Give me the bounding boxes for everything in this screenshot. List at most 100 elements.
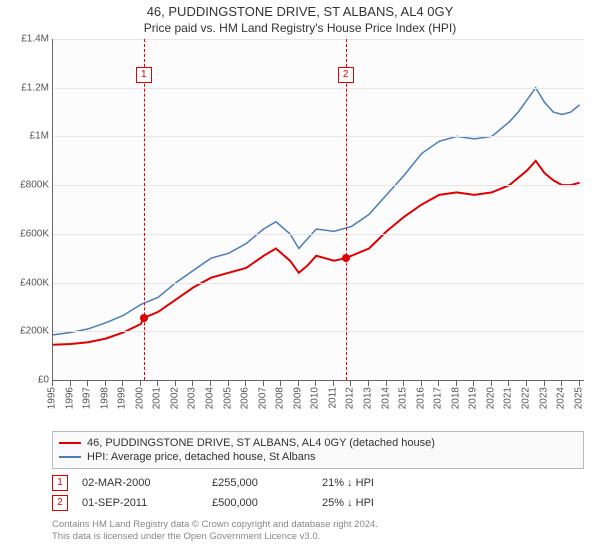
x-tick-mark: [368, 381, 369, 386]
transaction-marker-badge: 1: [52, 475, 68, 491]
transaction-price: £500,000: [212, 497, 322, 509]
transaction-price: £255,000: [212, 477, 322, 489]
x-tick-mark: [122, 381, 123, 386]
legend-swatch: [59, 456, 81, 458]
event-marker-line: [144, 39, 145, 380]
x-axis-label: 2018: [450, 387, 461, 409]
transaction-marker-badge: 2: [52, 495, 68, 511]
x-axis-label: 2008: [275, 387, 286, 409]
x-tick-mark: [315, 381, 316, 386]
transaction-date: 01-SEP-2011: [82, 497, 212, 509]
x-axis-label: 2001: [152, 387, 163, 409]
x-axis-label: 2016: [415, 387, 426, 409]
x-tick-mark: [333, 381, 334, 386]
legend-item: HPI: Average price, detached house, St A…: [59, 450, 577, 464]
x-tick-mark: [280, 381, 281, 386]
x-axis-label: 2014: [380, 387, 391, 409]
event-marker-line: [346, 39, 347, 380]
y-axis-label: £200K: [20, 326, 53, 337]
x-tick-mark: [263, 381, 264, 386]
x-tick-mark: [157, 381, 158, 386]
x-axis-label: 2024: [556, 387, 567, 409]
event-marker-badge: 1: [136, 67, 152, 83]
y-axis-label: £600K: [20, 228, 53, 239]
x-axis-label: 2011: [327, 387, 338, 409]
x-tick-mark: [456, 381, 457, 386]
chart-gridline: [53, 39, 584, 40]
x-tick-mark: [105, 381, 106, 386]
series-line-hpi: [53, 88, 580, 335]
x-axis-label: 2002: [169, 387, 180, 409]
y-axis-label: £0: [38, 375, 53, 386]
chart-gridline: [53, 234, 584, 235]
legend-swatch: [59, 442, 81, 444]
page-title: 46, PUDDINGSTONE DRIVE, ST ALBANS, AL4 0…: [0, 0, 600, 19]
x-axis-label: 2017: [433, 387, 444, 409]
x-tick-mark: [140, 381, 141, 386]
legend-label: HPI: Average price, detached house, St A…: [87, 451, 316, 463]
x-tick-mark: [298, 381, 299, 386]
x-axis-label: 2005: [222, 387, 233, 409]
x-axis-label: 1995: [47, 387, 58, 409]
chart-gridline: [53, 136, 584, 137]
x-tick-mark: [561, 381, 562, 386]
x-tick-mark: [491, 381, 492, 386]
x-axis-label: 2012: [345, 387, 356, 409]
x-tick-mark: [403, 381, 404, 386]
legend-item: 46, PUDDINGSTONE DRIVE, ST ALBANS, AL4 0…: [59, 436, 577, 450]
transactions-table: 1 02-MAR-2000 £255,000 21% ↓ HPI 2 01-SE…: [52, 473, 584, 513]
x-tick-mark: [579, 381, 580, 386]
x-axis-label: 2006: [240, 387, 251, 409]
x-tick-mark: [386, 381, 387, 386]
y-axis-label: £1.4M: [21, 34, 53, 45]
x-tick-mark: [421, 381, 422, 386]
chart-x-axis: 1995199619971998199920002001200220032004…: [52, 381, 584, 425]
chart-lines-svg: [53, 39, 584, 380]
x-axis-label: 2004: [204, 387, 215, 409]
chart-gridline: [53, 283, 584, 284]
x-axis-label: 2015: [398, 387, 409, 409]
series-line-property: [53, 161, 580, 345]
y-axis-label: £400K: [20, 277, 53, 288]
x-tick-mark: [473, 381, 474, 386]
chart-gridline: [53, 88, 584, 89]
x-axis-label: 2025: [573, 387, 584, 409]
chart-gridline: [53, 185, 584, 186]
x-axis-label: 1997: [82, 387, 93, 409]
x-axis-label: 1996: [64, 387, 75, 409]
x-tick-mark: [544, 381, 545, 386]
x-tick-mark: [245, 381, 246, 386]
event-marker-dot: [342, 254, 350, 262]
x-axis-label: 2020: [485, 387, 496, 409]
page-subtitle: Price paid vs. HM Land Registry's House …: [0, 19, 600, 39]
x-axis-label: 2010: [310, 387, 321, 409]
x-tick-mark: [192, 381, 193, 386]
x-axis-label: 2019: [468, 387, 479, 409]
footer-line: Contains HM Land Registry data © Crown c…: [52, 519, 584, 531]
x-tick-mark: [228, 381, 229, 386]
x-axis-label: 1998: [99, 387, 110, 409]
legend-box: 46, PUDDINGSTONE DRIVE, ST ALBANS, AL4 0…: [52, 431, 584, 469]
x-tick-mark: [52, 381, 53, 386]
x-tick-mark: [508, 381, 509, 386]
table-row: 1 02-MAR-2000 £255,000 21% ↓ HPI: [52, 473, 584, 493]
x-axis-label: 2000: [134, 387, 145, 409]
x-tick-mark: [70, 381, 71, 386]
chart-container: 46, PUDDINGSTONE DRIVE, ST ALBANS, AL4 0…: [0, 0, 600, 560]
event-marker-dot: [140, 314, 148, 322]
x-tick-mark: [526, 381, 527, 386]
x-tick-mark: [438, 381, 439, 386]
transaction-delta: 21% ↓ HPI: [322, 477, 442, 489]
x-axis-label: 2023: [538, 387, 549, 409]
x-axis-label: 1999: [117, 387, 128, 409]
y-axis-label: £800K: [20, 180, 53, 191]
x-axis-label: 2013: [362, 387, 373, 409]
chart-plot-area: £0£200K£400K£600K£800K£1M£1.2M£1.4M12: [52, 39, 584, 381]
x-axis-label: 2022: [520, 387, 531, 409]
footer-line: This data is licensed under the Open Gov…: [52, 531, 584, 543]
legend-label: 46, PUDDINGSTONE DRIVE, ST ALBANS, AL4 0…: [87, 437, 435, 449]
x-axis-label: 2007: [257, 387, 268, 409]
transaction-date: 02-MAR-2000: [82, 477, 212, 489]
footer-attribution: Contains HM Land Registry data © Crown c…: [52, 519, 584, 544]
x-axis-label: 2003: [187, 387, 198, 409]
